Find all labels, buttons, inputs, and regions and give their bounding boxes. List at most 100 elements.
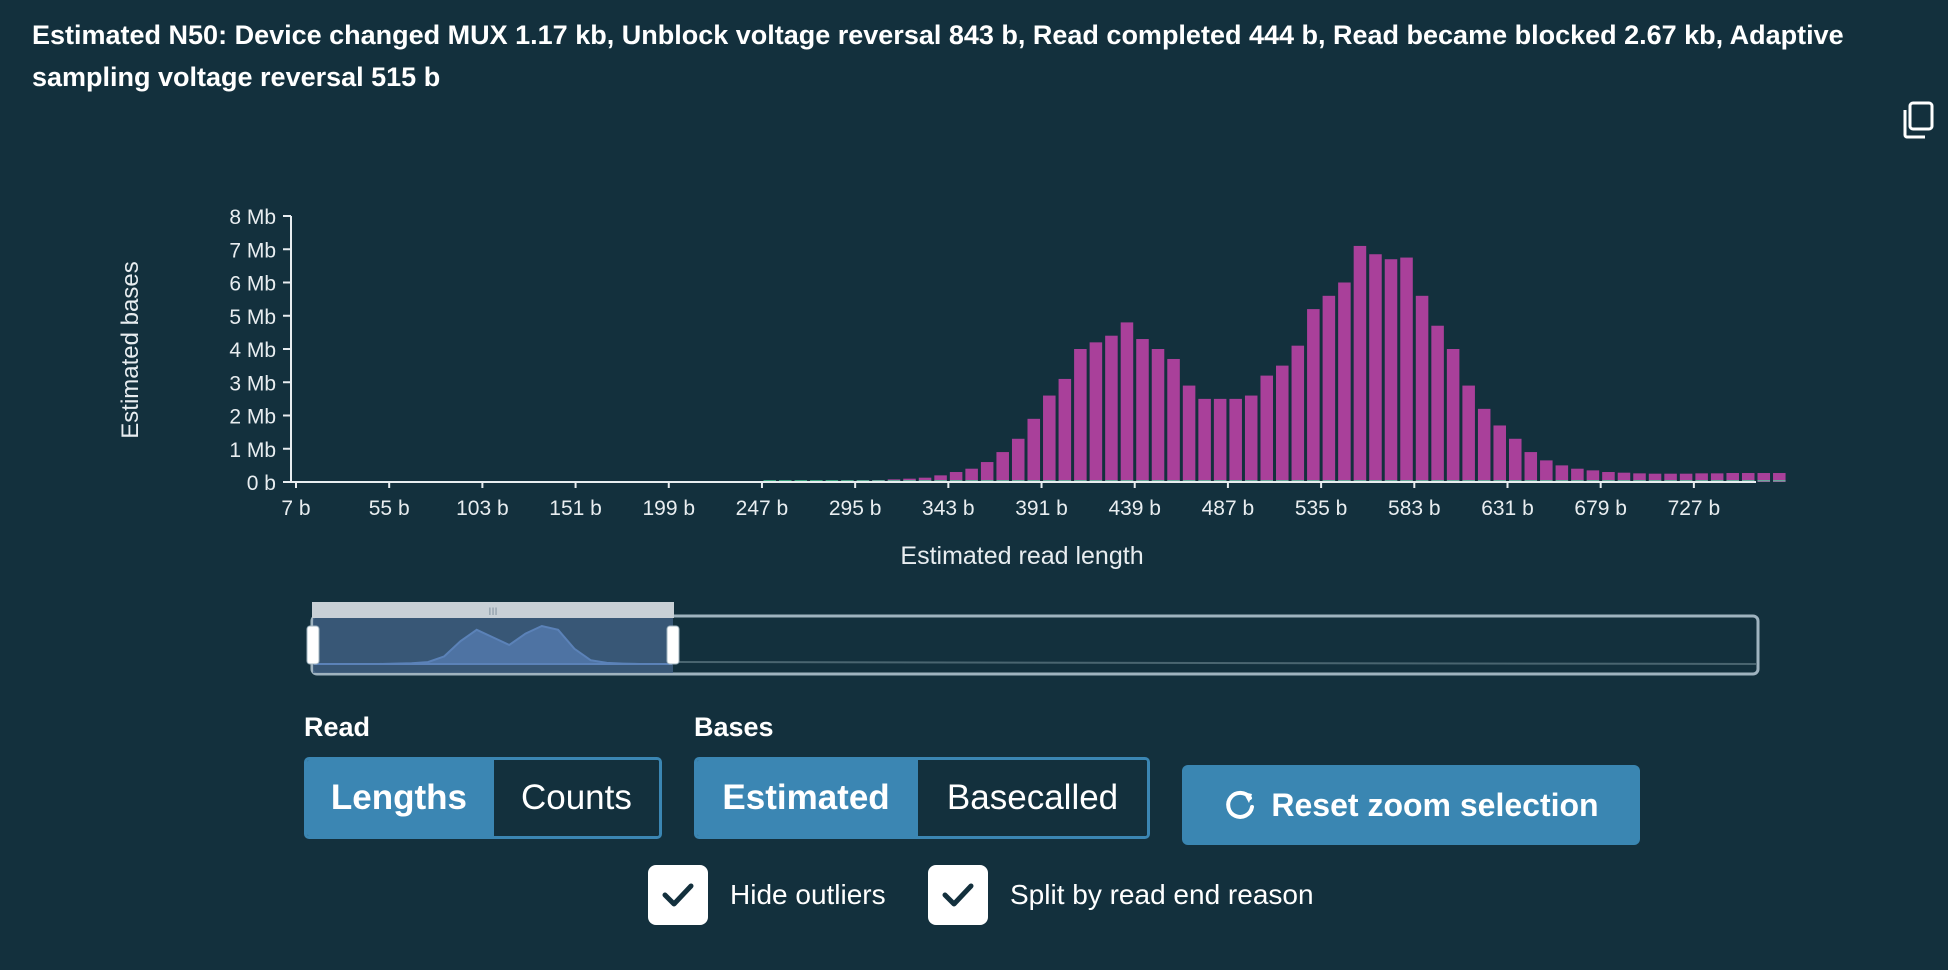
hide-outliers-checkbox[interactable]: Hide outliers <box>648 865 886 925</box>
hide-outliers-box <box>648 865 708 925</box>
secondary-series-bar <box>1633 480 1646 482</box>
bases-toggle: Estimated Basecalled <box>694 757 1150 839</box>
secondary-series-bar <box>1011 480 1025 482</box>
y-tick-label: 6 Mb <box>229 273 276 296</box>
histogram-bar <box>1477 408 1491 482</box>
y-tick-label: 8 Mb <box>229 206 276 229</box>
secondary-series-bar <box>1136 480 1149 482</box>
secondary-series-bar <box>1369 480 1382 482</box>
y-tick-label: 2 Mb <box>229 406 276 429</box>
secondary-series-bar <box>841 480 854 482</box>
secondary-series-bar <box>1695 480 1708 482</box>
split-by-reason-checkbox[interactable]: Split by read end reason <box>928 865 1314 925</box>
histogram-bar <box>1555 465 1569 482</box>
x-tick-label: 727 b <box>1668 497 1721 520</box>
check-icon <box>942 883 974 907</box>
secondary-series-bar <box>1058 480 1072 482</box>
bases-basecalled-option[interactable]: Basecalled <box>915 760 1147 836</box>
secondary-series-bar <box>1508 480 1522 482</box>
secondary-series-bar <box>1074 480 1087 482</box>
histogram-bar <box>1244 395 1258 482</box>
histogram-bar <box>1011 438 1025 482</box>
secondary-series-bar <box>1602 480 1615 482</box>
secondary-series-bar <box>1338 480 1351 482</box>
secondary-series-bar <box>1291 480 1305 482</box>
histogram-bar <box>1679 473 1693 482</box>
y-tick-label: 7 Mb <box>229 239 276 262</box>
x-tick-label: 535 b <box>1295 497 1348 520</box>
secondary-series-bar <box>1244 480 1258 482</box>
histogram-bar <box>1136 339 1149 482</box>
histogram-bar <box>1462 385 1475 482</box>
secondary-series-bar <box>1151 480 1165 482</box>
secondary-series-bar <box>1773 480 1786 482</box>
secondary-series-bar <box>1679 480 1693 482</box>
x-tick-label: 679 b <box>1574 497 1627 520</box>
histogram-bar <box>1741 473 1755 482</box>
navigator-right-handle[interactable] <box>666 625 680 665</box>
secondary-series-bar <box>996 480 1009 482</box>
secondary-series-bar <box>1571 480 1584 482</box>
histogram-bar <box>965 468 978 482</box>
bases-estimated-option[interactable]: Estimated <box>697 760 916 836</box>
secondary-series-bar <box>1415 480 1429 482</box>
histogram-bar <box>1431 325 1444 482</box>
copy-button[interactable] <box>1900 100 1936 140</box>
read-counts-option[interactable]: Counts <box>490 760 659 836</box>
secondary-series-bar <box>1213 480 1227 482</box>
split-by-reason-label: Split by read end reason <box>1010 879 1314 910</box>
histogram-bar <box>1043 395 1056 482</box>
read-lengths-option[interactable]: Lengths <box>307 760 491 836</box>
secondary-series-bar <box>1446 480 1460 482</box>
zoom-navigator[interactable]: III <box>300 598 1770 680</box>
navigator-left-handle[interactable] <box>306 625 320 665</box>
histogram-bar <box>1167 358 1180 482</box>
secondary-series-bar <box>918 480 932 482</box>
histogram-bar <box>934 475 947 482</box>
histogram-bar <box>1757 473 1771 482</box>
bases-group-label: Bases <box>694 712 774 742</box>
histogram-bar <box>1415 295 1429 482</box>
histogram-bar <box>1571 468 1584 482</box>
check-icon <box>662 883 694 907</box>
navigator-grip-icon: III <box>488 606 497 618</box>
histogram-bar <box>1198 398 1211 482</box>
histogram-bar <box>918 477 932 482</box>
reset-zoom-label: Reset zoom selection <box>1271 786 1599 823</box>
secondary-series-bar <box>1726 480 1739 482</box>
secondary-series-bar <box>825 480 839 482</box>
secondary-series-bar <box>1027 480 1041 482</box>
x-tick-label: 487 b <box>1202 497 1255 520</box>
histogram-bar <box>1291 345 1305 482</box>
histogram-bar <box>1322 295 1336 482</box>
histogram-bar <box>980 462 994 482</box>
navigator-profile <box>314 624 672 665</box>
secondary-series-bar <box>1540 480 1553 482</box>
histogram-bar <box>1664 473 1677 482</box>
histogram-bar <box>1027 418 1041 482</box>
x-tick-label: 7 b <box>281 497 310 520</box>
histogram-bar <box>1369 254 1382 482</box>
secondary-series-bar <box>1586 480 1600 482</box>
histogram-bar <box>1586 470 1600 482</box>
secondary-series-bar <box>1431 480 1444 482</box>
histogram-bar <box>1617 472 1631 482</box>
secondary-series-bar <box>1555 480 1569 482</box>
histogram-bar <box>1105 335 1118 482</box>
refresh-icon <box>1226 790 1255 819</box>
histogram-bar <box>1773 473 1786 482</box>
histogram-bar <box>1602 472 1615 482</box>
secondary-series-bar <box>949 480 963 482</box>
histogram-bar <box>1384 259 1398 482</box>
secondary-series-bar <box>1167 480 1180 482</box>
histogram-bar <box>1151 349 1165 482</box>
histogram-bar <box>1446 349 1460 482</box>
reset-zoom-button[interactable]: Reset zoom selection <box>1182 765 1640 845</box>
secondary-series-bar <box>1384 480 1398 482</box>
secondary-series-bar <box>1524 480 1538 482</box>
x-tick-label: 151 b <box>549 497 602 520</box>
secondary-series-bar <box>1307 480 1320 482</box>
histogram-bar <box>949 472 963 482</box>
secondary-series-bar <box>1710 480 1724 482</box>
navigator-scrollbar[interactable] <box>312 602 674 618</box>
